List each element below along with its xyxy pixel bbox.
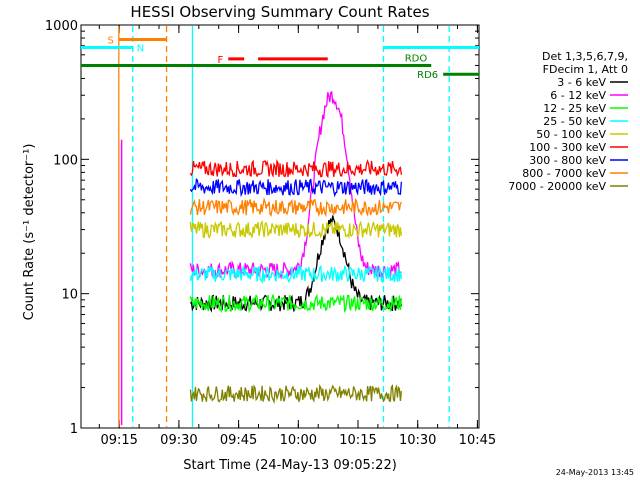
series-line	[189, 264, 403, 285]
y-tick-label: 100	[53, 153, 78, 168]
footer-date: 24-May-2013 13:45	[556, 468, 634, 477]
legend-header: FDecim 1, Att 0	[543, 63, 628, 76]
x-tick-label: 10:45	[459, 433, 496, 448]
legend-label: 25 - 50 keV	[543, 115, 606, 128]
x-tick-label: 10:30	[399, 433, 436, 448]
plot-area: 09:15 09:30 09:45 10:00 10:15 10:30 10:45 1 10 10…	[45, 19, 496, 448]
chart-title: HESSI Observing Summary Count Rates	[130, 3, 429, 21]
x-tick-label: 10:15	[339, 433, 376, 448]
flag-label: RDO	[405, 53, 428, 64]
flag-label: N	[137, 43, 144, 54]
series-line	[189, 383, 403, 405]
y-tick-label: 10	[61, 288, 78, 303]
legend-label: 100 - 300 keV	[529, 141, 606, 154]
legend-label: 12 - 25 keV	[543, 102, 606, 115]
legend-header: Det 1,3,5,6,7,9,	[542, 50, 628, 63]
y-tick-label: 1000	[45, 19, 78, 34]
series-line	[189, 196, 402, 218]
legend-label: 50 - 100 keV	[536, 128, 606, 141]
x-tick-label: 09:30	[160, 433, 197, 448]
series-line	[189, 293, 403, 314]
x-tick-label: 09:15	[100, 433, 137, 448]
legend-label: 800 - 7000 keV	[522, 167, 606, 180]
x-axis-title: Start Time (24-May-13 09:05:22)	[183, 458, 397, 473]
series-line	[189, 215, 403, 313]
series-line	[189, 177, 403, 198]
legend-label: 3 - 6 keV	[557, 76, 606, 89]
flag-label: S	[107, 35, 113, 46]
legend-label: 7000 - 20000 keV	[508, 180, 606, 193]
x-tick-label: 10:00	[280, 433, 317, 448]
legend: Det 1,3,5,6,7,9,FDecim 1, Att 03 - 6 keV…	[508, 50, 628, 193]
series-line	[189, 220, 403, 240]
legend-label: 300 - 800 keV	[529, 154, 606, 167]
x-tick-label: 09:45	[220, 433, 257, 448]
y-tick-label: 1	[70, 422, 78, 437]
flag-label: F	[217, 55, 223, 66]
plot-frame	[80, 24, 480, 429]
y-axis-title: Count Rate (s⁻¹ detector⁻¹)	[22, 144, 37, 321]
flag-label: RD6	[417, 70, 438, 81]
legend-label: 6 - 12 keV	[550, 89, 606, 102]
series-line	[189, 158, 403, 179]
